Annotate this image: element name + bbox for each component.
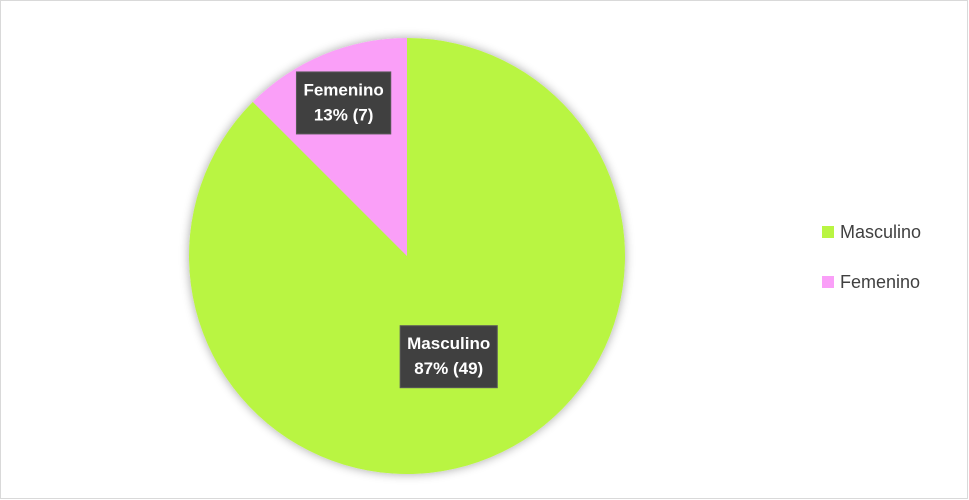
- data-label-box: [295, 71, 392, 135]
- legend: Masculino Femenino: [822, 222, 921, 292]
- data-label-value: 13% (7): [314, 105, 374, 124]
- data-label-value: 87% (49): [414, 359, 483, 378]
- legend-label: Femenino: [840, 272, 920, 292]
- data-label-category: Femenino: [303, 80, 383, 99]
- data-labels: Masculino 87% (49) Femenino 13% (7): [295, 71, 498, 389]
- legend-swatch: [822, 226, 834, 238]
- data-label: Femenino 13% (7): [295, 71, 392, 135]
- data-label-category: Masculino: [407, 334, 490, 353]
- pie: [189, 37, 625, 474]
- data-label: Masculino 87% (49): [399, 325, 498, 389]
- data-label-box: [399, 325, 498, 389]
- legend-label: Masculino: [840, 222, 921, 242]
- legend-swatch: [822, 276, 834, 288]
